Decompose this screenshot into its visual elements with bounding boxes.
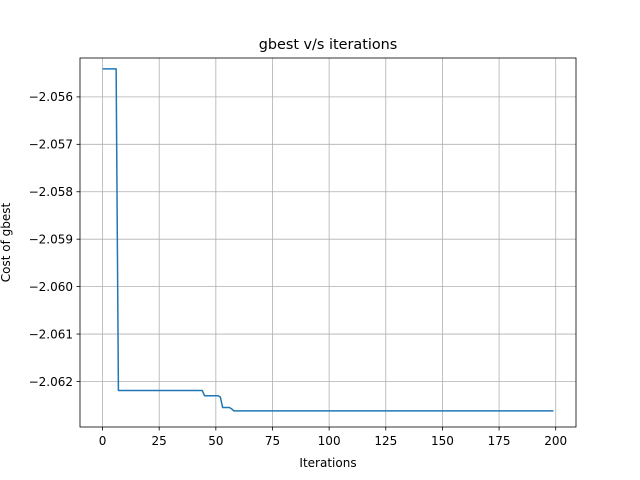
y-axis: −2.056 −2.057 −2.058 −2.059 −2.060 −2.061 −2.0…: [29, 90, 80, 389]
y-tick-label: −2.060: [29, 280, 73, 294]
y-tick-label: −2.059: [29, 232, 73, 246]
x-axis-title: Iterations: [299, 456, 356, 470]
y-tick-label: −2.062: [29, 375, 73, 389]
x-tick-label: 200: [544, 434, 567, 448]
x-axis: 0 25 50 75 100 125 150 175 200: [99, 427, 567, 448]
chart-title: gbest v/s iterations: [259, 37, 398, 53]
x-tick-label: 100: [318, 434, 341, 448]
x-tick-label: 25: [152, 434, 167, 448]
y-tick-label: −2.056: [29, 90, 73, 104]
x-tick-label: 175: [488, 434, 511, 448]
plot-frame: [79, 57, 577, 428]
y-tick-label: −2.061: [29, 327, 73, 341]
x-tick-label: 50: [208, 434, 223, 448]
x-tick-label: 150: [431, 434, 454, 448]
x-tick-label: 75: [265, 434, 280, 448]
x-tick-label: 0: [99, 434, 107, 448]
x-tick-label: 125: [374, 434, 397, 448]
plot-area: [102, 68, 554, 412]
grid-lines: [80, 58, 576, 427]
y-axis-title: Cost of gbest: [0, 202, 13, 282]
y-tick-label: −2.058: [29, 185, 73, 199]
y-tick-label: −2.057: [29, 138, 73, 152]
